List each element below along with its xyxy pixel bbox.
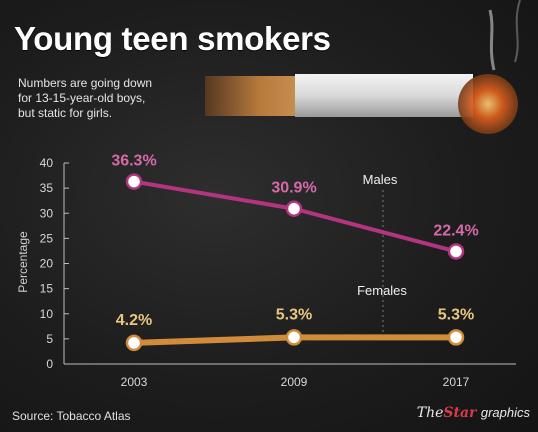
y-tick-label: 5 [46, 332, 53, 346]
x-tick-label: 2003 [121, 375, 148, 389]
data-label: 22.4% [433, 222, 478, 239]
data-point [449, 244, 463, 258]
series-name-label: Males [363, 172, 398, 187]
source-note: Source: Tobacco Atlas [12, 409, 131, 423]
cigarette-illustration [205, 0, 520, 134]
y-tick-label: 25 [40, 231, 54, 245]
data-point [287, 202, 301, 216]
brand-graphics: graphics [481, 405, 530, 420]
data-point [127, 175, 141, 189]
data-label: 5.3% [438, 306, 474, 323]
data-point [449, 330, 463, 344]
data-label: 5.3% [276, 306, 312, 323]
series-name-label: Females [357, 283, 407, 298]
data-point [127, 336, 141, 350]
data-label: 30.9% [271, 180, 316, 197]
y-tick-label: 15 [40, 282, 54, 296]
y-tick-label: 40 [40, 156, 54, 170]
x-tick-label: 2017 [443, 375, 470, 389]
series-females: 4.2% 5.3% 5.3% Females [116, 283, 474, 350]
y-tick-label: 10 [40, 307, 54, 321]
series-males: 36.3% 30.9% 22.4% Males [111, 153, 478, 259]
data-label: 4.2% [116, 312, 152, 329]
y-tick-label: 0 [46, 357, 53, 371]
brand-the: The [417, 405, 444, 421]
y-tick-label: 35 [40, 181, 54, 195]
brand-star: Star [443, 405, 476, 421]
data-label: 36.3% [111, 153, 156, 170]
data-point [287, 330, 301, 344]
y-tick-label: 20 [40, 257, 54, 271]
x-tick-label: 2009 [281, 375, 308, 389]
y-axis-title: Percentage [16, 231, 30, 293]
brand-logo: TheStar graphics [417, 405, 530, 421]
y-tick-label: 30 [40, 206, 54, 220]
